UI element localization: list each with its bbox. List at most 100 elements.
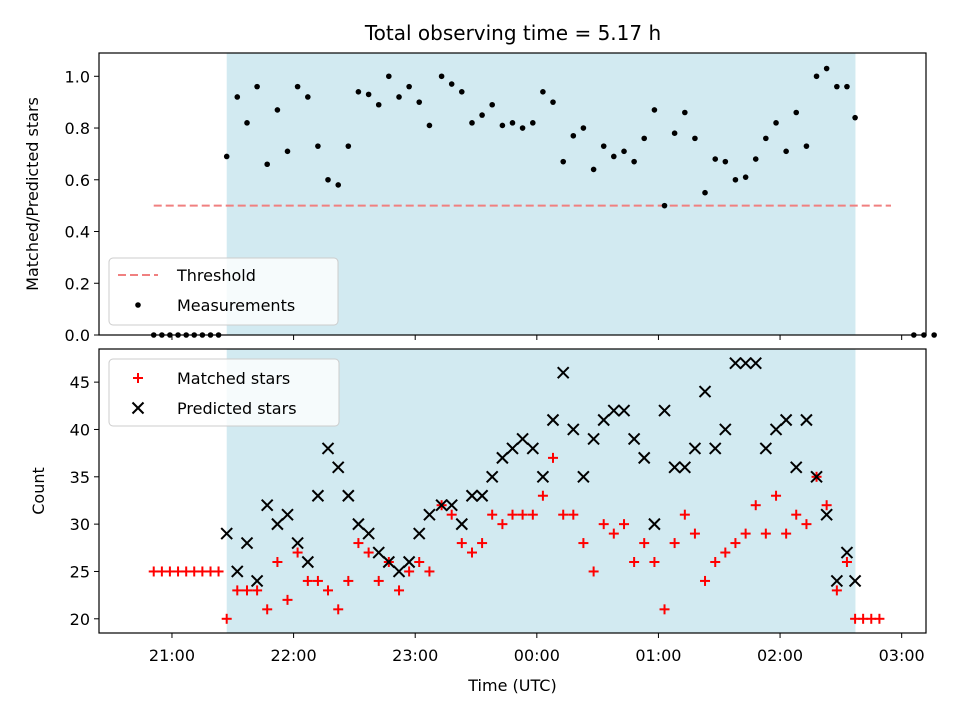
measurement-point — [722, 158, 729, 165]
measurement-point — [530, 120, 536, 126]
x-marker-b — [311, 489, 325, 502]
predicted-star-points — [220, 356, 862, 588]
matched-star-point — [487, 509, 498, 520]
x-marker-b — [372, 546, 385, 559]
measurement-point — [274, 107, 281, 113]
predicted-star-point — [220, 527, 233, 540]
x-marker-b — [830, 574, 844, 588]
matched-star-point — [312, 575, 323, 586]
matched-star-point — [760, 528, 771, 539]
matched-star-point — [659, 604, 670, 615]
matched-star-point — [781, 528, 792, 539]
predicted-star-point — [759, 442, 773, 455]
x-marker-b — [546, 413, 560, 427]
measurement-point — [793, 109, 800, 116]
predicted-star-point — [577, 470, 590, 484]
predicted-star-point — [382, 555, 396, 569]
matched-star-point — [689, 528, 700, 539]
predicted-star-point — [392, 565, 406, 578]
predicted-star-point — [698, 385, 712, 398]
measurement-point — [489, 101, 495, 108]
predicted-star-point — [372, 546, 385, 559]
measurement-point — [448, 81, 455, 87]
x-marker-b — [779, 413, 793, 427]
measurement-point — [325, 176, 331, 183]
x-marker-b — [557, 366, 570, 379]
x-marker-b — [769, 423, 783, 436]
predicted-star-point — [413, 527, 426, 540]
measurement-point — [438, 73, 445, 80]
matched-star-point — [771, 490, 782, 501]
x-marker-b — [392, 565, 406, 578]
x-marker-b — [607, 404, 621, 417]
predicted-star-point — [597, 413, 610, 427]
x-marker-b — [749, 356, 762, 370]
predicted-star-point — [546, 413, 560, 427]
predicted-star-point — [455, 517, 468, 531]
legend-matched-swatch — [133, 373, 143, 383]
count-legend-box — [108, 358, 340, 427]
x-tick-label: 21:00 — [149, 646, 195, 665]
x-marker-b — [220, 527, 233, 540]
x-marker-b — [301, 555, 315, 569]
x-marker-b — [678, 461, 692, 474]
legend-predicted-swatch — [131, 401, 145, 415]
predicted-star-point — [423, 508, 436, 521]
legend-threshold-label: Threshold — [176, 266, 256, 285]
x-marker-b — [810, 470, 823, 484]
measurement-point — [621, 148, 627, 155]
measurement-point — [305, 94, 311, 100]
x-marker-b — [790, 461, 803, 474]
measurement-point — [294, 83, 301, 90]
x-marker-b — [231, 565, 244, 578]
matched-star-point — [700, 575, 711, 586]
matched-star-point — [750, 500, 761, 511]
x-marker-b — [719, 423, 732, 436]
x-marker-b — [800, 413, 813, 427]
x-marker-b — [281, 508, 294, 521]
predicted-star-point — [342, 489, 355, 502]
predicted-star-point — [820, 508, 833, 521]
measurement-point — [416, 99, 423, 105]
measurement-point — [345, 143, 352, 149]
predicted-star-point — [729, 356, 742, 370]
matched-star-point — [831, 585, 842, 596]
x-marker-b — [402, 555, 416, 569]
x-tick-label: 03:00 — [879, 646, 925, 665]
count-y-axis-label: Count — [29, 467, 48, 515]
measurement-point — [264, 161, 270, 168]
x-marker-b — [840, 546, 854, 559]
matched-star-point — [821, 500, 832, 511]
measurement-point — [499, 122, 506, 129]
count-panel: 20 25 30 35 40 45 21:00 22:00 23:00 00:00 01:00 02… — [29, 348, 927, 695]
chart-title: Total observing time = 5.17 h — [364, 21, 661, 45]
predicted-star-point — [402, 555, 416, 569]
matched-star-point — [679, 509, 690, 520]
x-marker-b — [648, 517, 661, 531]
predicted-star-point — [790, 461, 803, 474]
y-tick-label: 25 — [70, 562, 90, 581]
predicted-star-point — [749, 356, 762, 370]
predicted-star-point — [800, 413, 813, 427]
measurement-point — [469, 120, 475, 126]
predicted-star-point — [260, 498, 274, 512]
ratio-panel: 0.0 0.2 0.4 0.6 0.8 1.0 Matched/Predicted sta… — [23, 52, 937, 345]
predicted-star-point — [301, 555, 315, 569]
predicted-star-point — [617, 404, 631, 417]
predicted-star-point — [321, 442, 335, 455]
x-marker-b — [131, 401, 145, 415]
predicted-star-point — [587, 432, 600, 446]
predicted-star-point — [840, 546, 854, 559]
y-tick-label: 40 — [70, 420, 90, 439]
matched-star-point — [404, 566, 415, 577]
x-marker-b — [688, 442, 702, 455]
measurement-point — [223, 153, 230, 160]
x-marker-b — [709, 442, 722, 455]
matched-star-point — [517, 509, 528, 520]
predicted-star-point — [231, 565, 244, 578]
matched-star-point — [801, 519, 812, 530]
legend-plus-marker — [133, 373, 143, 383]
x-marker-b — [627, 432, 641, 446]
count-plot-frame — [98, 348, 927, 634]
